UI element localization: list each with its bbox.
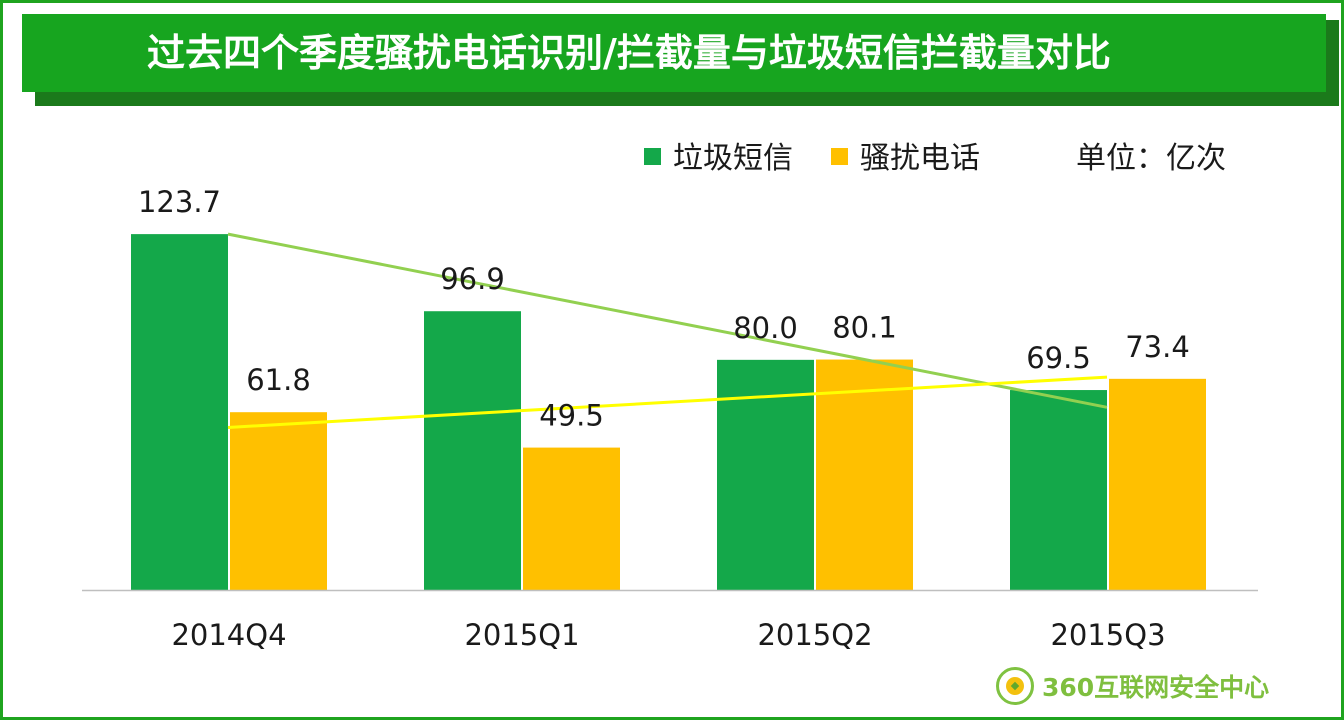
x-tick-label-2015Q2: 2015Q2	[757, 618, 872, 652]
value-label-harass-call-2015Q2: 80.1	[832, 311, 897, 345]
trendline-harass-call	[227, 375, 1108, 429]
legend-item-harass-call: 骚扰电话	[831, 140, 980, 178]
trend-layer	[227, 232, 1108, 429]
brand-logo: 360互联网安全中心	[996, 664, 1269, 708]
x-tick-label-2015Q1: 2015Q1	[464, 618, 579, 652]
value-label-harass-call-2015Q3: 73.4	[1125, 330, 1190, 364]
bar-spam-sms-2015Q1	[424, 311, 521, 590]
title-bar: 过去四个季度骚扰电话识别/拦截量与垃圾短信拦截量对比	[22, 14, 1326, 92]
legend-label-spam-sms: 垃圾短信	[673, 141, 793, 176]
value-label-harass-call-2015Q1: 49.5	[539, 399, 604, 433]
bar-harass-call-2014Q4	[230, 412, 327, 590]
trendline-spam-sms	[227, 232, 1108, 409]
value-label-harass-call-2014Q4: 61.8	[246, 363, 311, 397]
unit-label: 单位：亿次	[1076, 141, 1226, 176]
labels-layer: 123.7 96.9 80.0 69.5 61.8 49.5 80.1 73.4 2014Q4 2…	[138, 185, 1190, 652]
bar-harass-call-2015Q1	[523, 447, 620, 590]
x-tick-label-2015Q3: 2015Q3	[1050, 618, 1165, 652]
value-label-spam-sms-2015Q3: 69.5	[1026, 341, 1091, 375]
value-label-spam-sms-2015Q1: 96.9	[440, 262, 505, 296]
bar-harass-call-2015Q3	[1109, 378, 1206, 590]
logo-icon	[996, 667, 1034, 705]
logo-text: 360互联网安全中心	[1042, 673, 1270, 702]
value-label-spam-sms-2015Q2: 80.0	[733, 311, 798, 345]
value-label-spam-sms-2014Q4: 123.7	[138, 185, 221, 219]
bar-spam-sms-2015Q3	[1010, 390, 1107, 590]
legend-swatch-harass-call	[831, 148, 848, 165]
legend-item-spam-sms: 垃圾短信	[644, 140, 793, 178]
legend-label-harass-call: 骚扰电话	[860, 141, 980, 176]
bar-harass-call-2015Q2	[816, 359, 913, 590]
chart-title: 过去四个季度骚扰电话识别/拦截量与垃圾短信拦截量对比	[147, 31, 1111, 75]
legend-swatch-spam-sms	[644, 148, 661, 165]
bars-layer	[82, 234, 1258, 592]
x-tick-label-2014Q4: 2014Q4	[171, 618, 286, 652]
bar-spam-sms-2014Q4	[131, 234, 228, 590]
